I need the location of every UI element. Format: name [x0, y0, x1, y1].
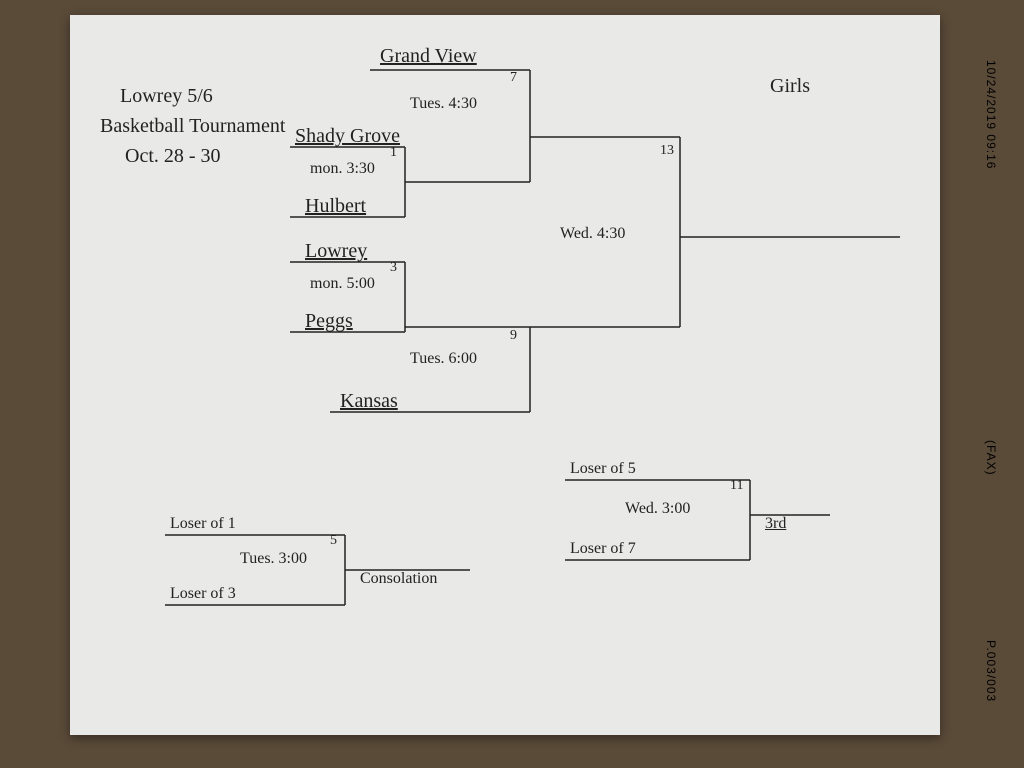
- bracket-lines: [70, 15, 940, 735]
- fax-timestamp: 10/24/2019 09:16: [984, 60, 998, 169]
- fax-page: P.003/003: [984, 640, 998, 702]
- fax-label: (FAX): [984, 440, 998, 476]
- fax-margin: 10/24/2019 09:16 (FAX) P.003/003: [984, 0, 1014, 768]
- paper-sheet: Lowrey 5/6 Basketball Tournament Oct. 28…: [70, 15, 940, 735]
